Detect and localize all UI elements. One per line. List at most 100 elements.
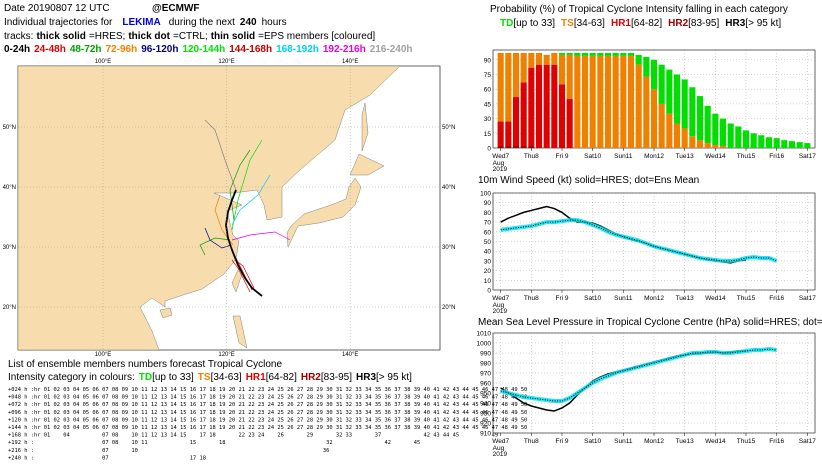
- lat-label: 40°N: [442, 185, 455, 191]
- track: [204, 119, 237, 191]
- bar: [574, 52, 581, 56]
- intro: Individual trajectories for: [4, 17, 113, 28]
- tracks-part: tracks:: [4, 31, 33, 42]
- list-row-label: +048 h :: [8, 395, 34, 401]
- category-range: [up to 33]: [152, 372, 194, 383]
- category-name: TS: [198, 372, 211, 383]
- land-sakhalin: [361, 102, 369, 152]
- x-tick-label: Tue13: [676, 295, 695, 302]
- x-tick-label: Sun11: [614, 438, 633, 445]
- y-tick-label: 970: [480, 371, 491, 378]
- bar: [581, 55, 589, 148]
- lat-label: 20°N: [442, 305, 455, 311]
- list-row-members: hr 01 02 03 04 05 06 07 08 09 10 11 12 1…: [34, 425, 527, 431]
- category-name: HR3: [356, 372, 376, 383]
- track: [231, 231, 291, 241]
- bar: [650, 89, 658, 148]
- category-range: [64-82]: [266, 372, 297, 383]
- list-title: List of ensemble members numbers forecas…: [8, 359, 282, 370]
- bar: [627, 52, 635, 56]
- x-sublabel: Aug: [493, 302, 505, 309]
- y-tick-label: 20: [484, 268, 492, 275]
- time-key-item: 192-216h: [323, 44, 366, 55]
- category-range: [83-95]: [321, 372, 352, 383]
- track: [231, 139, 263, 231]
- x-tick-label: Wed14: [705, 438, 726, 445]
- bar: [727, 123, 734, 148]
- bar: [696, 140, 704, 148]
- time-key-item: 168-192h: [276, 44, 319, 55]
- list-row-label: +240 h :: [8, 455, 34, 461]
- bar: [497, 146, 504, 148]
- y-tick-label: 0: [487, 288, 491, 295]
- bar: [750, 133, 757, 148]
- bar: [643, 76, 650, 148]
- x-tick-label: Sun11: [614, 295, 633, 302]
- y-tick-label: 75: [484, 72, 492, 79]
- x-tick-label: Sat17: [799, 295, 816, 302]
- track: [199, 237, 231, 256]
- bar: [635, 54, 642, 65]
- list-subtitle-text: Intensity category in colours:: [8, 372, 135, 383]
- x-tick-label: Fri16: [769, 295, 784, 302]
- x-tick-label: Thu15: [737, 153, 756, 160]
- x-tick-label: Thu8: [524, 295, 539, 302]
- list-row-members: hr 01 02 03 04 05 06 07 08 09 10 11 12 1…: [34, 387, 527, 393]
- legend-name: HR3: [725, 18, 745, 29]
- bar: [735, 126, 742, 148]
- centre: @ECMWF: [152, 3, 200, 14]
- legend-name: HR1: [611, 18, 631, 29]
- x-tick-label: Wed14: [705, 153, 726, 160]
- legend-range: [64-82]: [631, 18, 662, 29]
- list-row-label: +024 h :: [8, 387, 34, 393]
- x-tick-label: Sat17: [799, 153, 816, 160]
- tracks-part: thin solid: [211, 31, 255, 42]
- bar: [558, 54, 566, 85]
- list-row-members: 07 17 18: [34, 455, 206, 461]
- bar: [589, 52, 596, 56]
- bar: [742, 130, 750, 148]
- bar: [589, 55, 596, 148]
- tracks-legend: tracks: thick solid =HRES; thick dot =CTRL; t…: [4, 31, 375, 42]
- time-key-item: 48-72h: [70, 44, 102, 55]
- land-asia: [17, 65, 401, 351]
- bar: [512, 97, 520, 147]
- x-tick-label: Wed7: [492, 153, 509, 160]
- bar: [765, 137, 773, 148]
- bar: [497, 52, 504, 122]
- legend-range: [83-95]: [688, 18, 719, 29]
- bar: [604, 52, 612, 56]
- tracks: [199, 119, 291, 297]
- tracks-part: thick solid: [36, 31, 85, 42]
- x-tick-label: Thu8: [524, 438, 539, 445]
- category-name: TD: [139, 372, 152, 383]
- lon-label: 120°E: [218, 352, 234, 358]
- land-japan: [286, 177, 362, 248]
- bar: [612, 52, 619, 56]
- y-tick-label: 80: [484, 210, 492, 217]
- y-tick-label: 910: [480, 431, 491, 438]
- bar: [796, 142, 803, 148]
- storm: LEKIMA: [122, 17, 160, 28]
- y-tick-label: 100: [480, 191, 491, 198]
- list-row-label: +168 h :: [8, 433, 34, 439]
- bar: [535, 52, 543, 65]
- x-tick-label: Thu15: [737, 438, 756, 445]
- bar: [543, 54, 550, 65]
- lat-label: 50°N: [442, 125, 455, 131]
- bar: [704, 143, 711, 148]
- bar: [612, 55, 619, 148]
- x-sublabel: Aug: [493, 445, 505, 452]
- bar: [719, 118, 727, 147]
- x-tick-label: Sat17: [799, 438, 816, 445]
- ens-mean-line: [500, 346, 777, 403]
- tracks-part: =HRES;: [89, 31, 125, 42]
- list-row-members: hr 01 02 03 04 05 06 07 08 09 10 11 12 1…: [34, 410, 527, 416]
- legend-name: TD: [500, 18, 513, 29]
- x-tick-label: Wed7: [492, 438, 509, 445]
- x-sublabel: 2019: [493, 308, 508, 315]
- list-row-members: hr 01 04 07 08 10 11 12 13 14 15 17 18 2…: [34, 433, 498, 439]
- y-tick-label: 70: [484, 220, 492, 227]
- legend-range: [up to 33]: [513, 18, 555, 29]
